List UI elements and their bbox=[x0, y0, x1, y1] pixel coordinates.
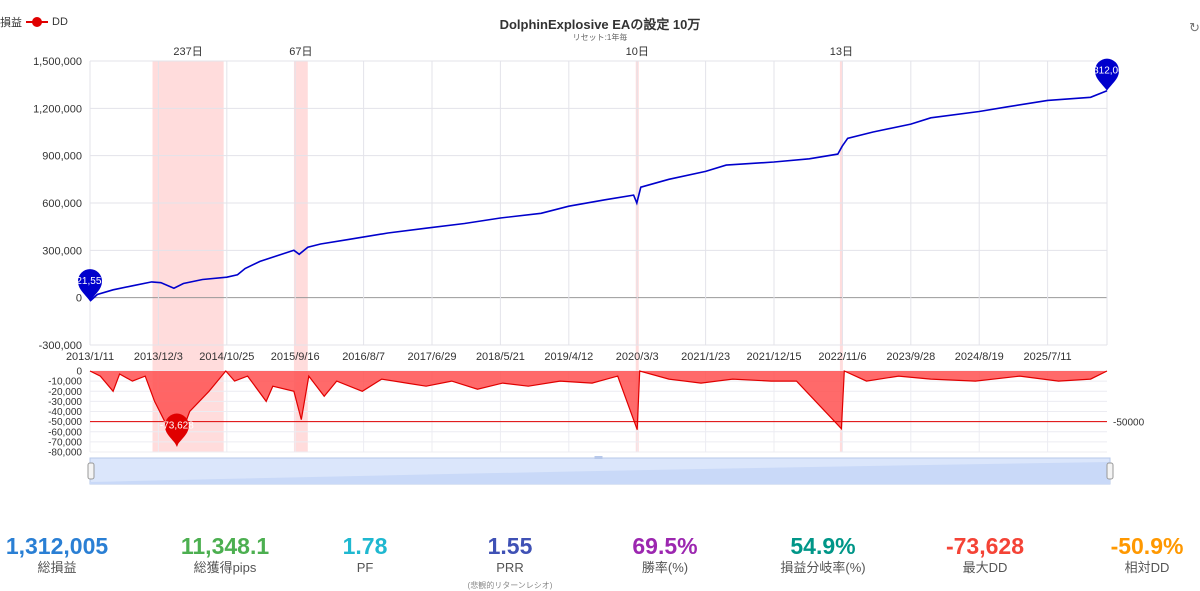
dd-period-label-2: 10日 bbox=[626, 46, 649, 58]
stat-breakeven-value: 54.9% bbox=[790, 533, 856, 559]
x-tick-label-10: 2021/12/15 bbox=[746, 351, 801, 363]
stat-total-pnl-label: 総損益 bbox=[37, 560, 77, 575]
x-tick-label-7: 2019/4/12 bbox=[544, 351, 593, 363]
stat-relative-dd-label: 相対DD bbox=[1124, 560, 1170, 575]
y-tick-label-2: 900,000 bbox=[42, 151, 82, 163]
stat-max-dd-value: -73,628 bbox=[945, 533, 1024, 559]
dd-threshold-label: -50000 bbox=[1113, 418, 1145, 429]
pnl-marker-1-label: 1,312,005 bbox=[1085, 66, 1130, 77]
dd-y-tick-label-6: -60,000 bbox=[48, 427, 82, 438]
dd-period-label-0: 237日 bbox=[173, 46, 202, 58]
pnl-series-line bbox=[89, 89, 1108, 302]
y-tick-label-4: 300,000 bbox=[42, 245, 82, 257]
dd-series-area bbox=[90, 371, 1107, 446]
x-tick-label-8: 2020/3/3 bbox=[616, 351, 659, 363]
x-tick-label-3: 2015/9/16 bbox=[271, 351, 320, 363]
y-tick-label-6: -300,000 bbox=[39, 340, 82, 352]
stat-win-rate-value: 69.5% bbox=[632, 533, 698, 559]
navigator bbox=[87, 456, 1114, 485]
legend[interactable]: 損益 DD bbox=[0, 14, 68, 30]
x-tick-label-12: 2023/9/28 bbox=[886, 351, 935, 363]
dd-marker: -73,628 bbox=[160, 413, 194, 446]
dd-y-tick-label-0: 0 bbox=[76, 367, 82, 378]
chart-subtitle: リセット:1年毎 bbox=[572, 33, 628, 42]
x-tick-label-2: 2014/10/25 bbox=[199, 351, 254, 363]
stat-win-rate: 69.5% 勝率(%) bbox=[580, 532, 750, 576]
stat-relative-dd: -50.9% 相対DD bbox=[1062, 532, 1200, 576]
chart-title: DolphinExplosive EAの設定 10万 bbox=[499, 17, 701, 32]
y-tick-label-3: 600,000 bbox=[42, 198, 82, 210]
navigator-right-handle[interactable] bbox=[1106, 462, 1114, 480]
dd-period-band-1 bbox=[293, 61, 308, 452]
stat-total-pips-label: 総獲得pips bbox=[193, 560, 257, 575]
legend-label-pnl[interactable]: 損益 bbox=[0, 17, 22, 29]
reload-icon[interactable]: ↻ bbox=[1189, 20, 1200, 35]
dd-y-tick-label-4: -40,000 bbox=[48, 407, 82, 418]
dd-y-tick-label-8: -80,000 bbox=[48, 448, 82, 459]
stat-pf: 1.78 PF bbox=[280, 532, 450, 576]
dd-y-tick-label-3: -30,000 bbox=[48, 397, 82, 408]
dd-y-tick-label-1: -10,000 bbox=[48, 377, 82, 388]
stat-pf-label: PF bbox=[356, 560, 374, 575]
dd-series-line bbox=[89, 370, 1108, 447]
stat-breakeven-label: 損益分岐率(%) bbox=[780, 560, 866, 575]
x-tick-label-4: 2016/8/7 bbox=[342, 351, 385, 363]
stat-prr-value: 1.55 bbox=[487, 533, 533, 559]
x-tick-label-6: 2018/5/21 bbox=[476, 351, 525, 363]
chart-svg: 237日 67日 10日 13日 1,500,000 1,200,000 900,000 60… bbox=[33, 46, 1145, 485]
y-tick-label-5: 0 bbox=[76, 293, 82, 305]
stat-prr: 1.55 PRR (悲観的リターンレシオ) bbox=[425, 532, 595, 591]
x-tick-label-11: 2022/11/6 bbox=[818, 351, 866, 363]
navigator-left-handle[interactable] bbox=[87, 462, 95, 480]
x-tick-label-9: 2021/1/23 bbox=[681, 351, 730, 363]
dd-period-label-3: 13日 bbox=[830, 46, 853, 58]
y-tick-label-1: 1,200,000 bbox=[33, 103, 82, 115]
legend-label-dd[interactable]: DD bbox=[52, 16, 68, 28]
stat-prr-label: PRR bbox=[496, 560, 524, 575]
dd-y-tick-label-5: -50,000 bbox=[48, 417, 82, 428]
pnl-marker-1: 1,312,005 bbox=[1085, 58, 1130, 91]
stat-total-pnl-value: 1,312,005 bbox=[5, 533, 109, 559]
stat-prr-sub: (悲観的リターンレシオ) bbox=[467, 581, 553, 590]
stat-total-pnl: 1,312,005 総損益 bbox=[0, 532, 142, 576]
dd-marker-pin bbox=[164, 413, 189, 446]
dd-y-tick-label-7: -70,000 bbox=[48, 437, 82, 448]
x-tick-label-1: 2013/12/3 bbox=[134, 351, 183, 363]
x-tick-label-0: 2013/1/11 bbox=[66, 351, 114, 363]
pnl-marker-0-label: -21,558 bbox=[73, 276, 107, 287]
stat-max-dd-label: 最大DD bbox=[962, 560, 1008, 575]
dd-y-tick-label-2: -20,000 bbox=[48, 387, 82, 398]
x-tick-label-5: 2017/6/29 bbox=[408, 351, 457, 363]
x-tick-label-14: 2025/7/11 bbox=[1024, 351, 1072, 363]
stat-breakeven: 54.9% 損益分岐率(%) bbox=[738, 532, 908, 576]
stat-total-pips: 11,348.1 総獲得pips bbox=[140, 532, 310, 576]
stat-max-dd: -73,628 最大DD bbox=[900, 532, 1070, 576]
pnl-marker-0: -21,558 bbox=[73, 269, 107, 302]
dd-period-label-1: 67日 bbox=[289, 46, 312, 58]
navigator-grip[interactable] bbox=[594, 456, 603, 459]
navigator-series[interactable] bbox=[90, 462, 1110, 484]
stat-win-rate-label: 勝率(%) bbox=[641, 560, 689, 575]
pnl-marker-0-pin bbox=[78, 269, 102, 302]
pnl-marker-1-pin bbox=[1095, 58, 1119, 91]
stat-pf-value: 1.78 bbox=[342, 533, 388, 559]
stat-relative-dd-value: -50.9% bbox=[1110, 533, 1184, 559]
dd-period-band-3 bbox=[839, 61, 843, 452]
dd-marker-label: -73,628 bbox=[160, 421, 194, 432]
stat-total-pips-value: 11,348.1 bbox=[180, 533, 270, 559]
y-tick-label-0: 1,500,000 bbox=[33, 56, 82, 68]
x-tick-label-13: 2024/8/19 bbox=[955, 351, 1004, 363]
legend-dd-swatch-icon bbox=[26, 17, 48, 27]
